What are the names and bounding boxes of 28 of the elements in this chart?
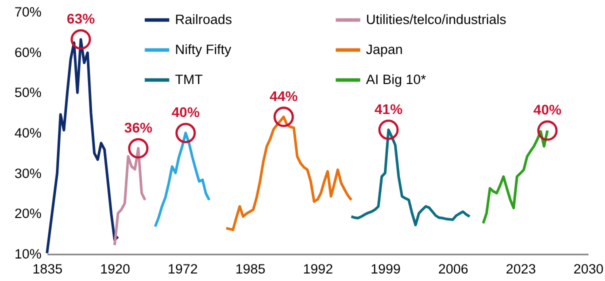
annotation: 63% [66,10,96,26]
y-tick-label: 40% [14,126,42,140]
y-tick-label: 60% [14,44,42,60]
annotation: 41% [374,100,404,117]
y-tick-label: 70% [14,4,42,20]
y-tick-label: 10% [14,246,42,262]
x-tick-label: 2023 [506,262,536,276]
x-tick-label: 1999 [370,262,401,276]
y-tick-label: 20% [14,206,42,222]
x-tick-label: 2006 [438,262,468,276]
annotation: 36% [124,119,153,136]
annotation: 40% [172,104,200,120]
x-tick-label: 1992 [302,262,334,276]
legend-label: Utilities/telco/industrials [366,12,507,27]
legend-label: AI Big 10* [366,72,427,87]
legend-label: Japan [366,42,403,57]
x-tick-label: 2030 [573,262,604,276]
legend-label: Nifty Fifty [175,42,232,57]
legend-label: TMT [175,72,203,87]
x-tick-label: 1920 [100,262,130,276]
annotation: 40% [533,102,562,118]
x-tick-label: 1835 [32,262,63,276]
y-tick-label: 30% [14,166,42,181]
x-tick-label: 1972 [168,262,198,276]
x-tick-label: 1985 [235,262,266,276]
y-tick-label: 50% [14,85,42,100]
annotation: 44% [270,88,298,104]
legend-label: Railroads [175,12,232,27]
